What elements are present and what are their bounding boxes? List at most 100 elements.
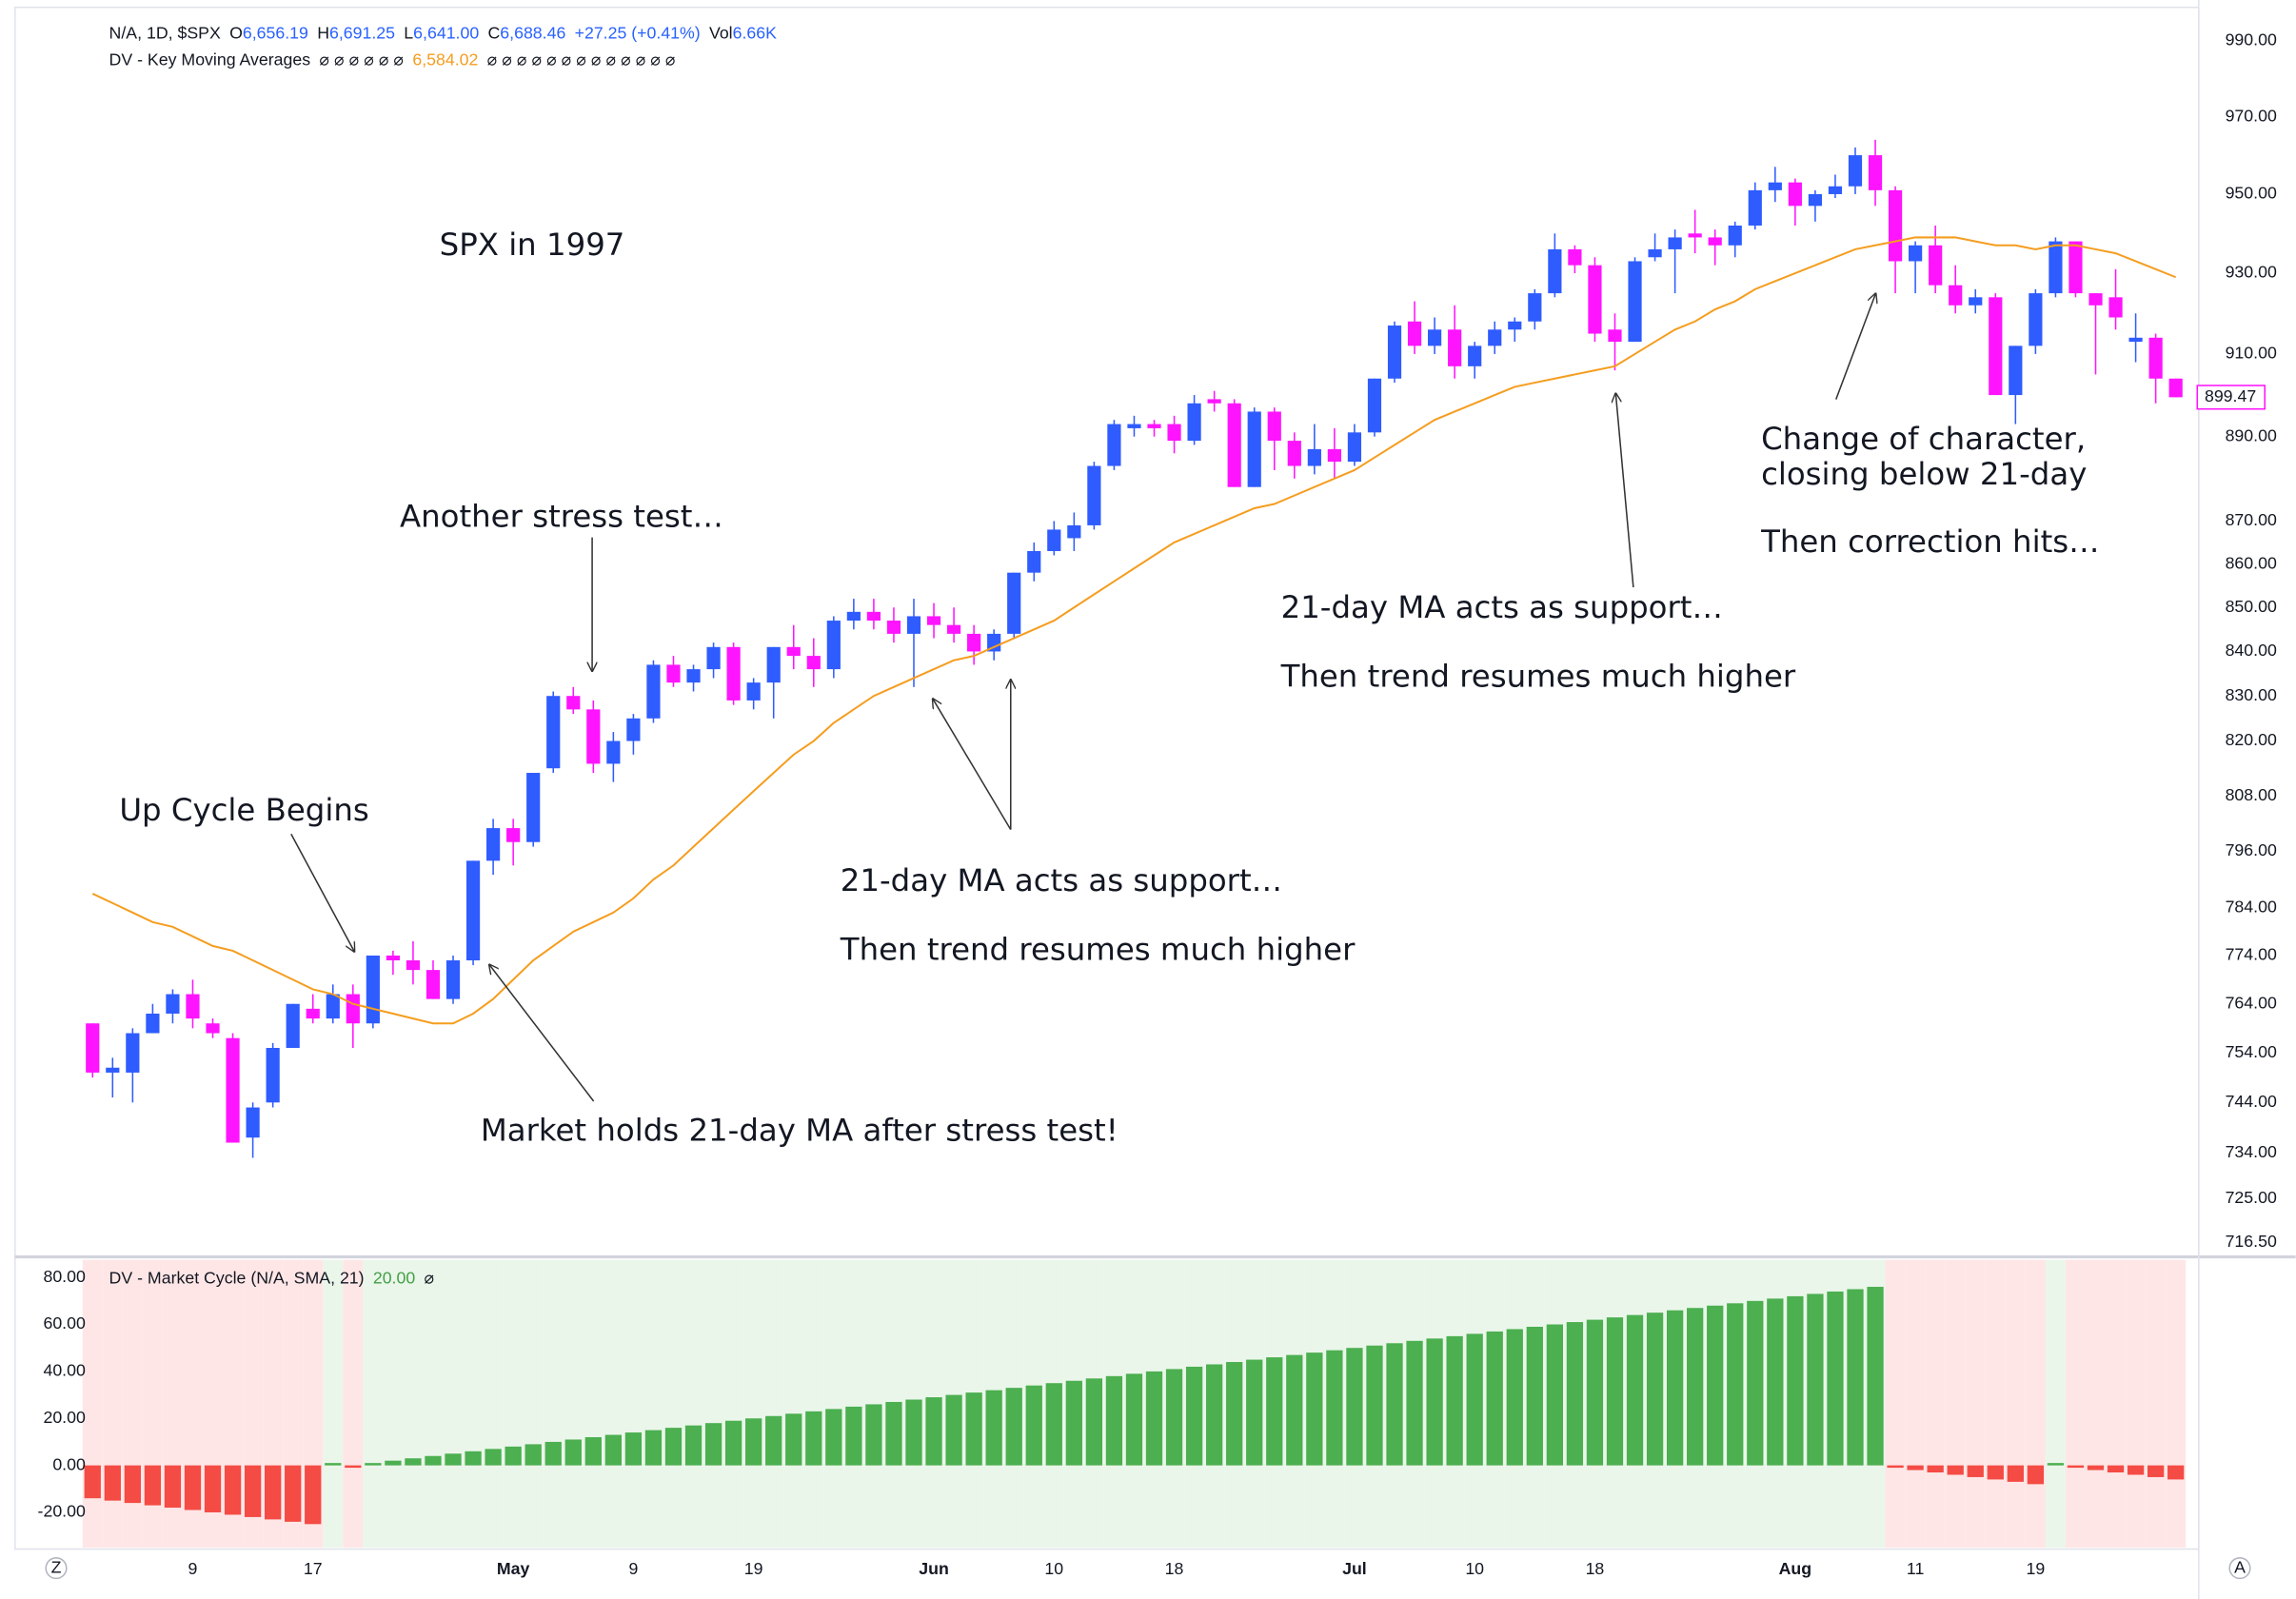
candle-body [1888,189,1903,262]
symbol-legend: N/A, 1D, $SPX O6,656.19 H6,691.25 L6,641.00… [109,23,778,42]
cycle-zone [2166,1259,2187,1549]
candle-body [1127,424,1141,428]
cycle-bar [104,1465,121,1501]
candle-body [226,1037,240,1143]
cycle-zone [843,1259,864,1549]
cycle-bar [564,1439,582,1466]
cycle-bar [485,1449,502,1466]
cycle-bar [1446,1335,1463,1466]
indicator-name: DV - Key Moving Averages [109,49,311,69]
candle-body [126,1033,140,1073]
cycle-bar [1687,1308,1704,1466]
cycle-value: 20.00 [373,1268,416,1287]
y-tick-label: 796.00 [2226,840,2277,859]
annotation: Then trend resumes much higher [1280,659,1796,695]
candle-body [426,970,441,999]
cycle-zone [2005,1259,2026,1549]
cycle-zone [343,1259,364,1549]
annotation: Then correction hits… [1760,523,2099,560]
scale-button[interactable] [45,1557,68,1580]
candle-body [706,646,721,670]
x-tick-label: Jun [919,1559,949,1578]
candle-body [786,646,801,657]
cycle-bar [1566,1322,1584,1466]
candle-body [1167,424,1181,442]
candle-body [566,696,581,710]
cycle-bar [604,1434,623,1466]
cycle-bar [1386,1343,1403,1466]
cycle-bar [465,1451,482,1466]
cycle-bar [1646,1313,1664,1466]
cycle-bar [345,1465,362,1469]
candle-body [546,696,561,769]
candle-body [445,960,461,999]
candle-body [1147,424,1161,428]
scale-button-label[interactable]: Z [51,1557,62,1576]
cycle-zone [483,1259,504,1549]
cycle-bar [1907,1465,1924,1471]
annotation: Another stress test… [400,499,723,535]
cycle-zone [583,1259,604,1549]
candle-body [1648,248,1662,258]
cycle-zone [523,1259,544,1549]
candle-body [1047,529,1061,551]
cycle-zone [863,1259,884,1549]
cycle-zone [2106,1259,2127,1549]
cycle-zone [1925,1259,1946,1549]
cycle-zone [1885,1259,1906,1549]
scale-button-label[interactable]: A [2234,1557,2246,1576]
candle-body [286,1003,300,1049]
ma-value: 6,584.02 [412,49,478,69]
cycle-zone [783,1259,804,1549]
candle-body [1107,424,1121,466]
cycle-zone [323,1259,344,1549]
high-label: H [317,23,329,42]
candle-body [326,994,340,1019]
cycle-bar [425,1455,442,1466]
candle-body [386,955,400,961]
candle-body [1488,329,1502,346]
cycle-tick-label: 40.00 [43,1361,86,1380]
cycle-bar [745,1418,762,1466]
x-tick-label: 10 [1465,1559,1484,1578]
candle-body [2108,297,2123,318]
cycle-bar [2147,1465,2165,1477]
cycle-bar [1887,1465,1904,1469]
cycle-zone [423,1259,444,1549]
cycle-bar [1827,1291,1844,1466]
y-tick-label: 870.00 [2226,510,2277,529]
cycle-bar [1286,1354,1303,1466]
cycle-bar [805,1411,822,1466]
y-tick-label: 808.00 [2226,785,2277,804]
cycle-bar [985,1390,1002,1466]
cycle-bar [664,1428,683,1466]
cycle-zone [403,1259,424,1549]
cycle-bar [1266,1357,1283,1466]
candle-body [766,646,781,683]
x-tick-label: 18 [1586,1559,1605,1578]
scale-button[interactable] [2228,1557,2251,1580]
cycle-bar [885,1401,902,1466]
cycle-zone [823,1259,844,1549]
candle-body [1909,245,1923,262]
cycle-bar [265,1465,282,1520]
y-tick-label: 850.00 [2226,597,2277,616]
cycle-bar [2007,1465,2024,1482]
cycle-bar [1787,1295,1804,1466]
cycle-tick-label: 0.00 [52,1454,86,1473]
candle-body [266,1048,280,1103]
cycle-bar [1727,1303,1744,1466]
cycle-bar [845,1406,862,1466]
cycle-bar [2087,1465,2105,1471]
y-tick-label: 990.00 [2226,30,2277,49]
candle-body [465,860,481,961]
cycle-bar [325,1463,342,1466]
y-tick-label: 754.00 [2226,1042,2277,1061]
candle-body [626,718,641,741]
cycle-zone [623,1259,643,1549]
candle-body [646,664,661,719]
candle-body [866,611,881,622]
y-tick-label: 744.00 [2226,1092,2277,1111]
candle-body [1407,321,1422,346]
candle-body [1728,225,1742,246]
